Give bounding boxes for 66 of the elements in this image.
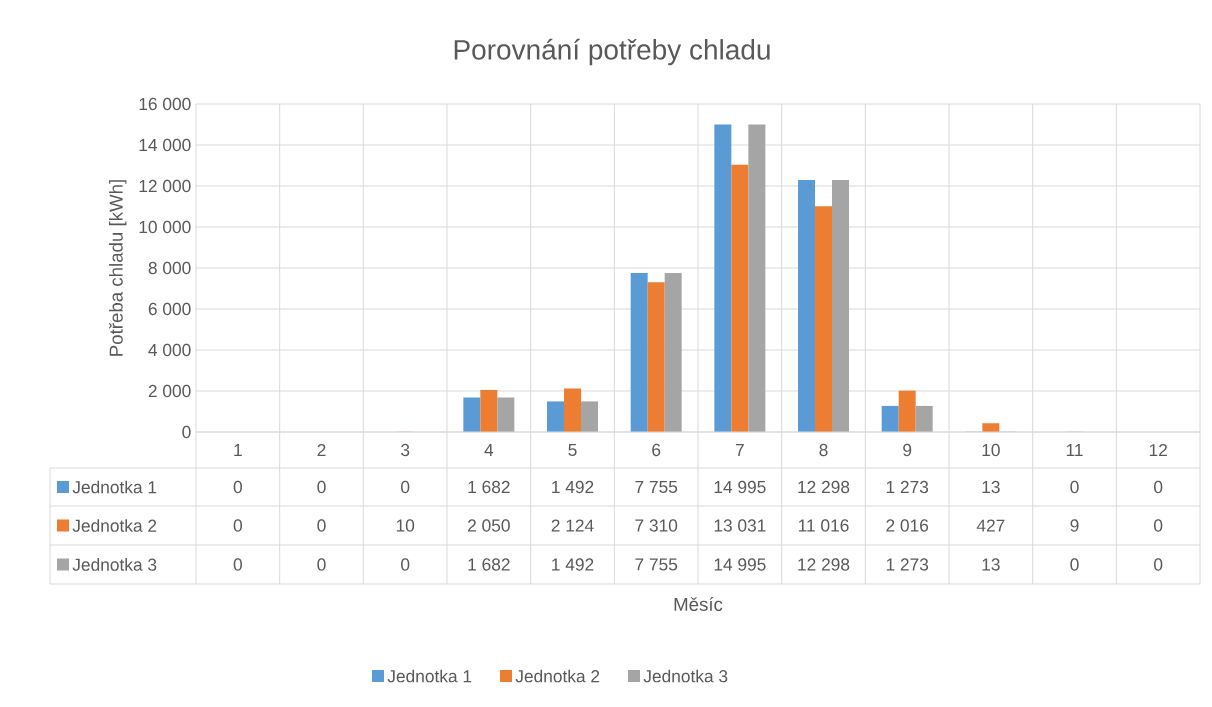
x-tick-label: 1 [234, 444, 242, 456]
data-label: 2 050 [468, 519, 510, 532]
data-label: 2 124 [551, 519, 594, 532]
data-label: 13 031 [714, 519, 766, 532]
data-label: 0 [1154, 558, 1163, 571]
x-tick-label: 4 [484, 444, 494, 456]
text: Měsíc [674, 597, 723, 611]
x-tick-label: 9 [903, 443, 912, 457]
y-tick-label: 10 000 [139, 220, 191, 234]
chart-title: Porovnání potřeby chladu [454, 38, 770, 66]
y-tick-label: 12 000 [139, 179, 191, 193]
data-label: 7 310 [635, 519, 678, 532]
y-tick-label: 16 000 [139, 97, 191, 111]
data-label: 0 [1070, 480, 1079, 494]
data-label: 13 [982, 480, 1000, 494]
legend-label: Jednotka 3 [643, 669, 728, 683]
data-label: 1 492 [552, 558, 594, 571]
x-tick-label: 7 [735, 444, 744, 456]
y-tick-label: 8 000 [148, 261, 191, 275]
x-tick-label: 5 [568, 443, 577, 457]
data-label: 0 [233, 480, 242, 494]
x-tick-label: 3 [401, 443, 410, 457]
data-label: 1 682 [468, 558, 510, 571]
data-label: 0 [317, 480, 326, 494]
data-label: 1 492 [552, 480, 594, 494]
data-label: 1 682 [468, 480, 510, 494]
x-tick-label: 12 [1149, 443, 1167, 457]
x-tick-label: 8 [819, 443, 828, 457]
data-label: 427 [976, 519, 1005, 532]
data-label: 2 016 [886, 519, 929, 532]
text: Jednotka 1 [72, 480, 157, 494]
data-label: 9 [1070, 519, 1079, 532]
legend-label: Jednotka 1 [387, 669, 472, 683]
data-label: 1 273 [886, 480, 929, 494]
data-label: 0 [401, 480, 410, 494]
x-tick-label: 6 [652, 443, 661, 457]
data-label: 14 995 [714, 480, 766, 494]
data-label: 14 995 [714, 558, 766, 571]
data-label: 0 [233, 519, 242, 532]
x-tick-label: 2 [317, 443, 326, 457]
y-tick-label: 6 000 [148, 302, 191, 316]
data-label: 0 [233, 558, 242, 571]
y-tick-label: 14 000 [139, 138, 191, 152]
text: Jednotka 2 [72, 519, 157, 532]
data-label: 10 [396, 519, 415, 532]
y-tick-label: 0 [182, 425, 191, 439]
data-label: 0 [1070, 558, 1079, 571]
data-label: 0 [401, 558, 410, 571]
data-label: 0 [1154, 519, 1163, 532]
data-label: 7 755 [635, 558, 678, 571]
x-tick-label: 11 [1066, 444, 1083, 456]
x-tick-label: 10 [982, 443, 1000, 457]
data-label: 12 298 [798, 558, 850, 571]
data-label: 0 [317, 519, 326, 532]
legend-label: Jednotka 2 [515, 669, 600, 683]
data-label: 12 298 [798, 480, 850, 494]
data-label: 7 755 [635, 480, 678, 494]
data-label: 0 [317, 558, 326, 571]
data-label: 0 [1154, 480, 1163, 494]
y-axis-title: Potřeba chladu [kWh] [108, 180, 127, 356]
data-label: 1 273 [886, 558, 929, 571]
y-tick-label: 4 000 [148, 343, 191, 357]
data-label: 11 016 [798, 519, 849, 532]
data-label: 13 [982, 558, 1000, 571]
text: Jednotka 3 [72, 558, 157, 571]
y-tick-label: 2 000 [148, 384, 191, 398]
